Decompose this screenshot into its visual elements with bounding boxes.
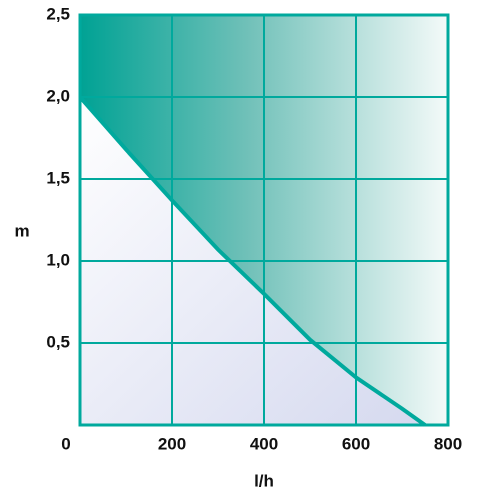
x-tick-label: 200 (158, 434, 186, 453)
y-tick-label: 1,0 (46, 250, 70, 269)
y-tick-label: 2,5 (46, 4, 70, 23)
curve (78, 95, 427, 427)
y-tick-label: 0,5 (46, 332, 70, 351)
x-tick-label: 0 (61, 434, 70, 453)
plot-frame (78, 13, 450, 427)
x-tick-label: 800 (434, 434, 462, 453)
x-tick-label: 600 (342, 434, 370, 453)
y-axis-label: m (14, 221, 29, 240)
x-tick-label: 400 (250, 434, 278, 453)
x-axis-label: l/h (254, 471, 274, 490)
y-tick-label: 2,0 (46, 86, 70, 105)
y-tick-label: 1,5 (46, 168, 70, 187)
